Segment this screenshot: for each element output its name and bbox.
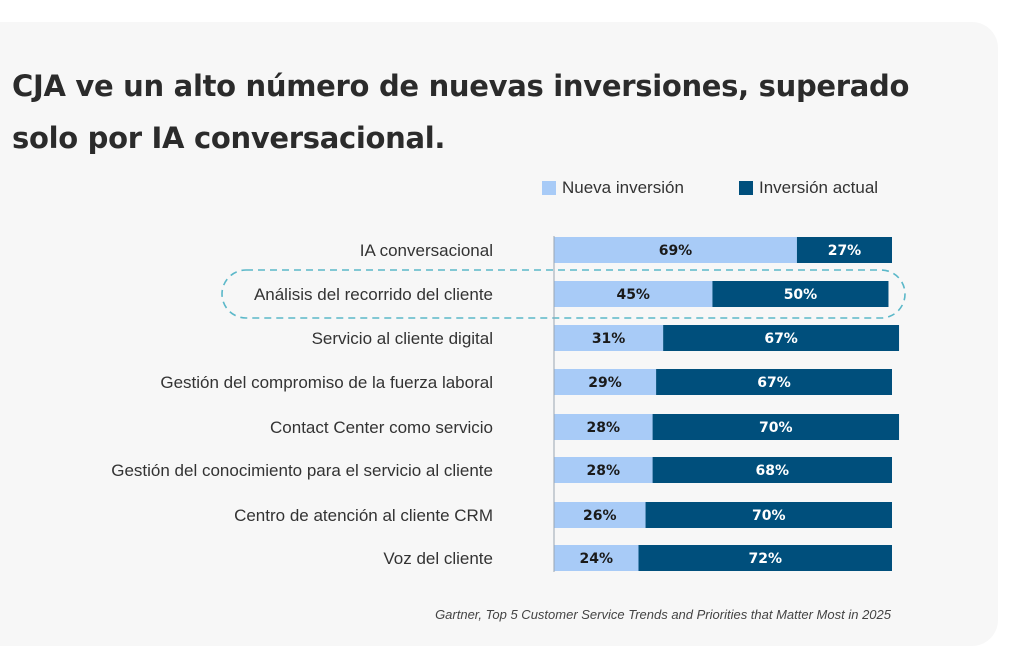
legend-label-nueva: Nueva inversión — [562, 178, 684, 197]
bar-actual — [652, 414, 900, 440]
data-label-actual: 50% — [784, 287, 818, 303]
bar-nueva — [554, 457, 653, 483]
bar-actual — [656, 369, 892, 395]
category-label: Gestión del compromiso de la fuerza labo… — [160, 373, 493, 392]
bar-actual — [663, 325, 900, 351]
source-note: Gartner, Top 5 Customer Service Trends a… — [435, 607, 891, 622]
bar-nueva — [554, 237, 797, 263]
data-label-nueva: 45% — [616, 287, 650, 303]
legend-label-actual: Inversión actual — [759, 178, 879, 197]
chart-title: CJA ve un alto número de nuevas inversio… — [12, 69, 910, 155]
category-label: Análisis del recorrido del cliente — [254, 285, 493, 304]
data-label-nueva: 29% — [588, 375, 622, 391]
data-label-actual: 67% — [764, 331, 798, 347]
data-label-actual: 72% — [748, 551, 782, 567]
category-label: Centro de atención al cliente CRM — [234, 506, 493, 525]
category-label: Gestión del conocimiento para el servici… — [111, 461, 493, 480]
bar-nueva — [554, 502, 646, 528]
data-label-actual: 70% — [759, 420, 793, 436]
bar-nueva — [554, 281, 713, 307]
legend-item-nueva: Nueva inversión — [542, 177, 684, 199]
bar-actual — [638, 545, 892, 571]
bar-nueva — [554, 414, 653, 440]
highlight-outline — [221, 269, 906, 319]
data-label-nueva: 69% — [659, 243, 693, 259]
data-label-nueva: 28% — [587, 420, 621, 436]
data-label-nueva: 31% — [592, 331, 626, 347]
bar-actual — [796, 237, 892, 263]
legend-swatch-actual — [739, 181, 753, 195]
data-label-actual: 67% — [757, 375, 791, 391]
bar-nueva — [554, 545, 639, 571]
data-label-actual: 70% — [752, 508, 786, 524]
category-label: Voz del cliente — [383, 549, 493, 568]
bar-actual — [712, 281, 889, 307]
legend-swatch-nueva — [542, 181, 556, 195]
bar-nueva — [554, 325, 664, 351]
bar-nueva — [554, 369, 657, 395]
bar-actual — [645, 502, 892, 528]
category-label: IA conversacional — [360, 241, 493, 260]
legend-item-actual: Inversión actual — [739, 177, 878, 199]
bar-actual — [652, 457, 892, 483]
data-label-nueva: 28% — [587, 463, 621, 479]
category-label: Contact Center como servicio — [270, 418, 493, 437]
data-label-actual: 68% — [756, 463, 790, 479]
category-label: Servicio al cliente digital — [312, 329, 493, 348]
data-label-nueva: 24% — [579, 551, 613, 567]
data-label-actual: 27% — [828, 243, 862, 259]
data-label-nueva: 26% — [583, 508, 617, 524]
